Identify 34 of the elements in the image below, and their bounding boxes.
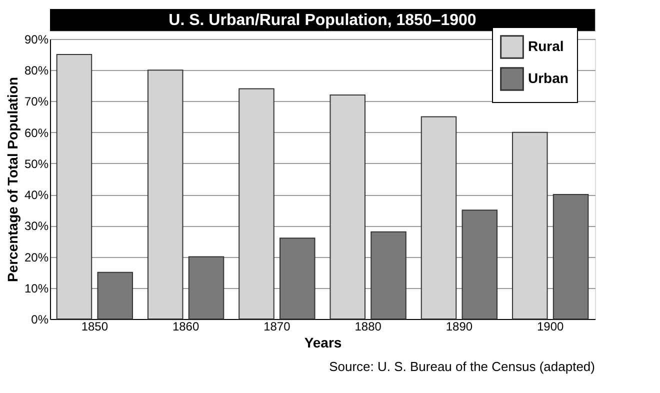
bar — [56, 54, 92, 320]
x-tick-label: 1850 — [81, 320, 108, 334]
x-tick-label: 1860 — [172, 320, 200, 334]
y-tick-label: 90% — [24, 32, 49, 46]
x-tick-label: 1870 — [264, 320, 291, 334]
legend-label: Rural — [528, 38, 564, 54]
y-axis-title: Percentage of Total Population — [4, 76, 20, 282]
y-tick-label: 50% — [24, 156, 49, 171]
bar — [97, 272, 133, 320]
bar — [420, 116, 457, 320]
bar — [280, 238, 316, 320]
source-note: Source: U. S. Bureau of the Census (adapted) — [329, 359, 595, 374]
y-tick-label: 10% — [24, 281, 49, 296]
y-tick-label: 40% — [24, 188, 49, 202]
bar — [370, 231, 406, 320]
y-tick-label: 60% — [24, 126, 49, 140]
y-tick-label: 0% — [31, 312, 49, 326]
bar — [330, 94, 366, 320]
chart-title: U. S. Urban/Rural Population, 1850–1900 — [168, 12, 476, 29]
bar — [238, 88, 274, 320]
y-tick-label: 70% — [24, 94, 49, 109]
x-tick-label: 1880 — [354, 320, 382, 334]
bar — [552, 194, 589, 320]
x-axis-title: Years — [304, 334, 342, 350]
bar — [512, 132, 548, 320]
bar — [188, 256, 224, 320]
bar — [462, 210, 498, 320]
x-tick-label: 1890 — [446, 320, 473, 334]
y-tick-label: 30% — [24, 219, 49, 234]
bar — [147, 70, 184, 320]
legend-label: Urban — [528, 70, 568, 86]
y-tick-label: 80% — [24, 64, 49, 78]
y-tick-label: 20% — [24, 250, 49, 264]
x-tick-label: 1900 — [536, 320, 564, 334]
